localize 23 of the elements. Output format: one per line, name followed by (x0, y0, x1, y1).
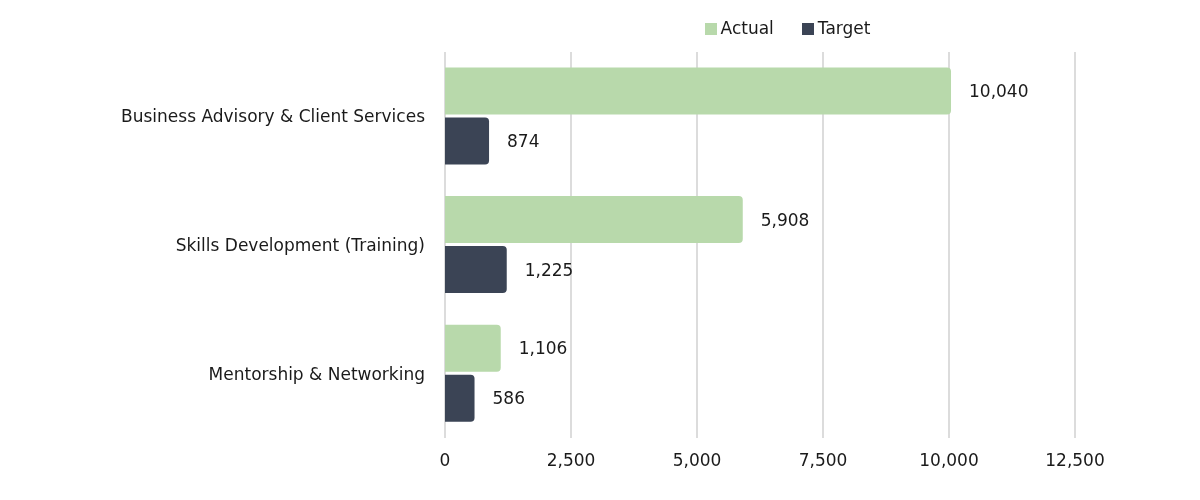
data-label: 874 (507, 130, 540, 151)
data-label: 5,908 (760, 209, 810, 230)
bar (445, 246, 507, 294)
bar (445, 196, 743, 244)
legend-label: Actual (720, 18, 774, 38)
bar (445, 374, 475, 422)
y-tick-label: Business Advisory & Client Services (121, 106, 426, 127)
y-tick-label: Skills Development (Training) (175, 235, 425, 256)
data-label: 586 (492, 388, 525, 409)
x-tick-label: 0 (439, 450, 451, 471)
legend-label: Target (817, 18, 871, 38)
x-tick-label: 7,500 (798, 450, 848, 471)
x-tick-label: 2,500 (546, 450, 596, 471)
data-label: 1,225 (524, 259, 574, 280)
bar (445, 117, 490, 165)
bar (445, 67, 952, 115)
x-tick-label: 12,500 (1045, 450, 1105, 471)
y-tick-label: Mentorship & Networking (208, 363, 425, 384)
bar (445, 324, 501, 372)
x-tick-label: 5,000 (672, 450, 722, 471)
data-label: 10,040 (969, 80, 1029, 101)
x-tick-label: 10,000 (919, 450, 979, 471)
data-label: 1,106 (518, 338, 568, 359)
